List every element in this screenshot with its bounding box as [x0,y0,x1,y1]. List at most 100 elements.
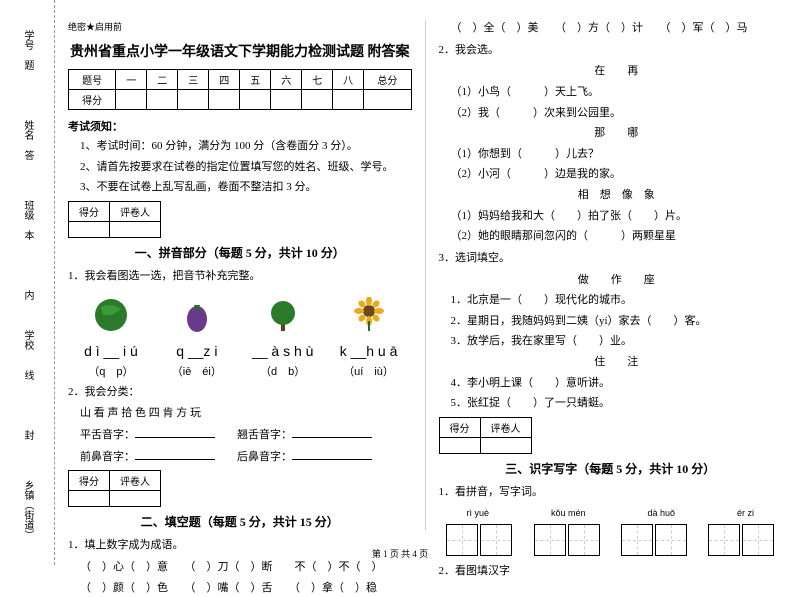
label: 平舌音字： [80,429,135,441]
sub-question: （2）小河（ ）边是我的家。 [451,166,783,184]
cell [110,491,161,507]
tree-icon [263,295,303,335]
notice-item: 3、不要在试卷上乱写乱画，卷面不整洁扣 3 分。 [80,179,412,197]
cell [240,90,271,110]
cell [364,90,411,110]
cell: 三 [178,70,209,90]
fill-line: （ ）心（ ）意 （ ）刀（ ）断 不（ ）不（ ） [80,559,412,577]
pinyin-label: dà huǒ [647,508,675,518]
grader-box: 得分评卷人 [68,201,161,238]
pinyin-row: d ì __ i ú q __z i __ à s h ù k __h u ā [68,343,412,359]
char-list: 山 看 声 拾 色 四 肯 方 玩 [80,405,412,423]
right-column: （ ）全（ ）美 （ ）方（ ）计 （ ）军（ ）马 2．我会选。 在 再 （1… [431,20,791,530]
margin-label: 乡镇（街道） [20,480,35,540]
left-column: 绝密★启用前 贵州省重点小学一年级语文下学期能力检测试题 附答案 题号 一 二 … [60,20,420,530]
notice-title: 考试须知： [68,118,412,134]
word-pair: 住 注 [451,354,783,372]
cell: 一 [116,70,147,90]
notice-item: 1、考试时间：60 分钟，满分为 100 分（含卷面分 3 分）。 [80,138,412,156]
eggplant-icon [177,295,217,335]
section-title: 三、识字写字（每题 5 分，共计 10 分） [439,460,783,477]
margin-label: 学号 [20,30,35,50]
margin-dash: 答 [20,150,35,160]
label: 翘舌音字： [237,429,292,441]
pinyin-item: __ à s h ù [240,343,326,359]
section-title: 二、填空题（每题 5 分，共计 15 分） [68,513,412,530]
cell [439,437,480,453]
option-row: （q p） （iē éi） （d b） （uí iù） [68,363,412,379]
pinyin-item: d ì __ i ú [68,343,154,359]
table-row: 得分 [69,90,412,110]
sub-question: （2）她的眼睛那间忽闪的（ ）两颗星星 [451,228,783,246]
section-title: 一、拼音部分（每题 5 分，共计 10 分） [68,244,412,261]
label: 后鼻音字： [237,451,292,463]
binding-margin: 学号 题 姓名 答 班级 本 内 学校 线 封 乡镇（街道） [0,0,55,565]
margin-label: 学校 [20,330,35,350]
question-text: 2．我会选。 [439,41,783,61]
question-text: 2．看图填汉字 [439,562,783,582]
grader-box: 得分评卷人 [68,470,161,507]
margin-dash: 题 [20,60,35,70]
cell: 七 [302,70,333,90]
pinyin-label: rì yuè [466,508,489,518]
score-table: 题号 一 二 三 四 五 六 七 八 总分 得分 [68,69,412,110]
cell: 总分 [364,70,411,90]
pinyin-labels: rì yuè kǒu mén dà huǒ ér zi [439,508,783,518]
question-text: 3．选词填空。 [439,249,783,269]
sub-question: 1．北京是一（ ）现代化的城市。 [451,292,783,310]
cell: 五 [240,70,271,90]
pinyin-item: k __h u ā [326,343,412,359]
cell [69,491,110,507]
sub-question: 5．张红捉（ ）了一只蜻蜓。 [451,395,783,413]
sub-question: （1）小鸟（ ）天上飞。 [451,84,783,102]
question-text: 2．我会分类： [68,383,412,403]
earth-icon [91,295,131,335]
sub-question: 3．放学后，我在家里写（ ）业。 [451,333,783,351]
margin-dash: 线 [20,370,35,380]
cell [178,90,209,110]
notice-item: 2、请首先按要求在试卷的指定位置填写您的姓名、班级、学号。 [80,159,412,177]
page-content: 绝密★启用前 贵州省重点小学一年级语文下学期能力检测试题 附答案 题号 一 二 … [0,0,800,540]
word-pair: 做 作 座 [451,272,783,290]
cell [69,221,110,237]
margin-label: 姓名 [20,120,35,140]
cell: 得分 [69,471,110,491]
cell [271,90,302,110]
cell [333,90,364,110]
cell [147,90,178,110]
sub-question: （2）我（ ）次来到公园里。 [451,105,783,123]
fill-line: （ ）全（ ）美 （ ）方（ ）计 （ ）军（ ）马 [451,20,783,38]
cell: 评卷人 [480,417,531,437]
cell: 题号 [69,70,116,90]
cell: 八 [333,70,364,90]
cell: 得分 [69,90,116,110]
fill-line: （ ）颜（ ）色 （ ）嘴（ ）舌 （ ）拿（ ）稳 [80,580,412,597]
option-item: （iē éi） [154,363,240,379]
margin-dash: 封 [20,430,35,440]
cell: 二 [147,70,178,90]
margin-label: 班级 [20,200,35,220]
cell [110,221,161,237]
question-text: 1．我会看图选一选，把音节补充完整。 [68,267,412,287]
confidential-label: 绝密★启用前 [68,20,412,33]
question-text: 1．看拼音，写字词。 [439,483,783,503]
sub-question: 2．星期日，我随妈妈到二姨（yí）家去（ ）客。 [451,313,783,331]
cell [209,90,240,110]
grader-box: 得分评卷人 [439,417,532,454]
cell: 评卷人 [110,201,161,221]
cell [302,90,333,110]
cell: 得分 [69,201,110,221]
sunflower-icon [349,295,389,335]
sub-question: 4．李小明上课（ ）意听讲。 [451,375,783,393]
pinyin-label: kǒu mén [551,508,586,518]
cell [480,437,531,453]
option-item: （d b） [240,363,326,379]
sub-question: （1）你想到（ ）儿去？ [451,146,783,164]
page-footer: 第 1 页 共 4 页 [0,547,800,560]
category-line: 前鼻音字： 后鼻音字： [80,448,412,467]
column-divider [425,20,426,530]
exam-title: 贵州省重点小学一年级语文下学期能力检测试题 附答案 [68,41,412,61]
label: 前鼻音字： [80,451,135,463]
pinyin-label: ér zi [737,508,754,518]
cell: 得分 [439,417,480,437]
